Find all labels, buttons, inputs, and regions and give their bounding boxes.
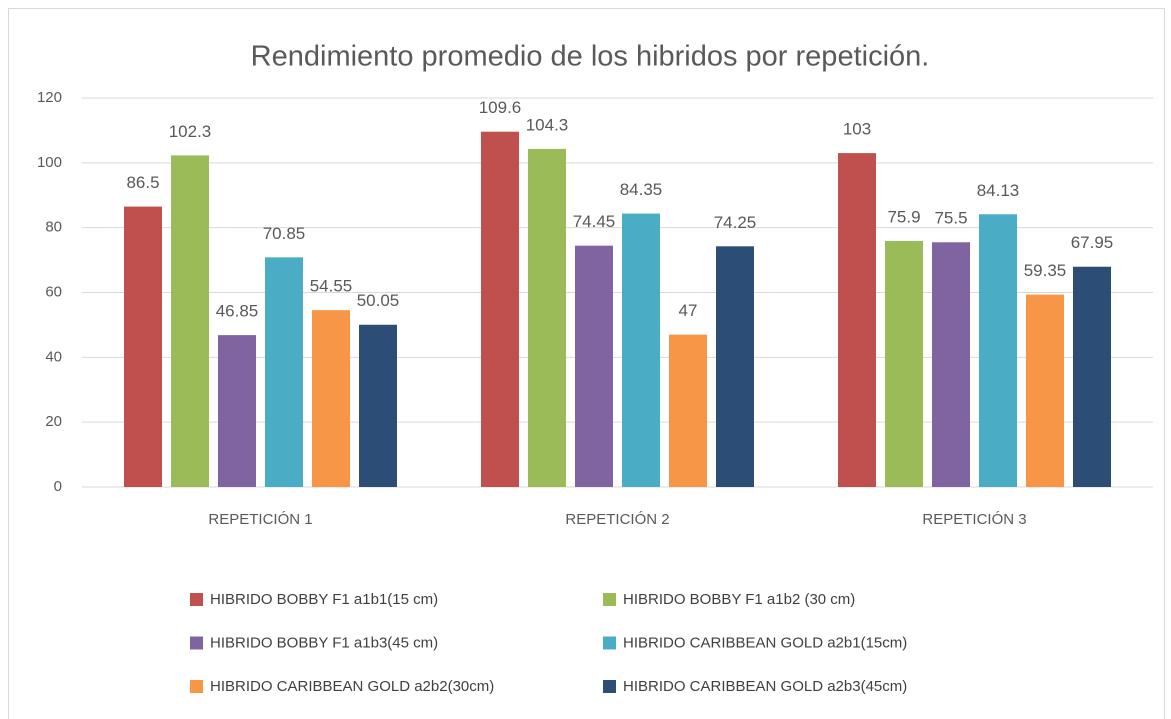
y-tick-label: 80 (45, 219, 62, 236)
legend-swatch (603, 593, 616, 606)
legend-label: HIBRIDO BOBBY F1 a1b3(45 cm) (210, 634, 438, 651)
legend-swatch (190, 680, 203, 693)
bar (265, 257, 303, 487)
data-label: 67.95 (1071, 233, 1114, 252)
legend-label: HIBRIDO CARIBBEAN GOLD a2b2(30cm) (210, 678, 494, 695)
y-tick-label: 60 (45, 283, 62, 300)
legend-label: HIBRIDO BOBBY F1 a1b2 (30 cm) (623, 591, 855, 608)
data-label: 46.85 (216, 302, 259, 321)
bar (1073, 266, 1111, 487)
bar (218, 335, 256, 487)
legend-swatch (603, 680, 616, 693)
data-label: 109.6 (479, 98, 522, 117)
chart-title: Rendimiento promedio de los hibridos por… (251, 41, 930, 73)
y-tick-label: 120 (37, 89, 62, 106)
y-tick-label: 20 (45, 413, 62, 430)
y-tick-label: 40 (45, 348, 62, 365)
data-label: 86.5 (126, 173, 159, 192)
data-label: 75.5 (934, 209, 967, 228)
data-label: 47 (679, 301, 698, 320)
data-label: 103 (843, 120, 871, 139)
data-label: 59.35 (1024, 261, 1067, 280)
data-label: 50.05 (357, 291, 400, 310)
data-label: 74.25 (714, 213, 757, 232)
x-tick-label: REPETICIÓN 2 (565, 511, 669, 528)
bar (312, 310, 350, 487)
bar (359, 324, 397, 487)
x-tick-label: REPETICIÓN 1 (208, 511, 312, 528)
bar (838, 153, 876, 487)
data-label: 70.85 (263, 224, 306, 243)
bar (481, 131, 519, 488)
bar (124, 206, 162, 488)
data-label: 104.3 (526, 115, 569, 134)
y-tick-label: 100 (37, 154, 62, 171)
bar (716, 246, 754, 487)
data-label: 84.13 (977, 181, 1020, 200)
x-tick-label: REPETICIÓN 3 (922, 511, 1026, 528)
bar (622, 213, 660, 487)
bar (1026, 294, 1064, 487)
legend-label: HIBRIDO CARIBBEAN GOLD a2b3(45cm) (623, 678, 907, 695)
bar (575, 245, 613, 487)
bar (528, 148, 566, 487)
bar (171, 155, 209, 487)
legend-swatch (190, 636, 203, 650)
bar (932, 242, 970, 487)
data-label: 75.9 (887, 207, 920, 226)
data-label: 102.3 (169, 122, 212, 141)
legend-swatch (603, 636, 616, 650)
bar (885, 240, 923, 487)
bar (669, 334, 707, 487)
data-label: 54.55 (310, 277, 353, 296)
y-tick-label: 0 (54, 478, 62, 495)
legend-swatch (190, 593, 203, 606)
data-label: 84.35 (620, 180, 663, 199)
legend-label: HIBRIDO BOBBY F1 a1b1(15 cm) (210, 591, 438, 608)
bar (979, 214, 1017, 488)
legend-label: HIBRIDO CARIBBEAN GOLD a2b1(15cm) (623, 634, 907, 651)
data-label: 74.45 (573, 212, 616, 231)
